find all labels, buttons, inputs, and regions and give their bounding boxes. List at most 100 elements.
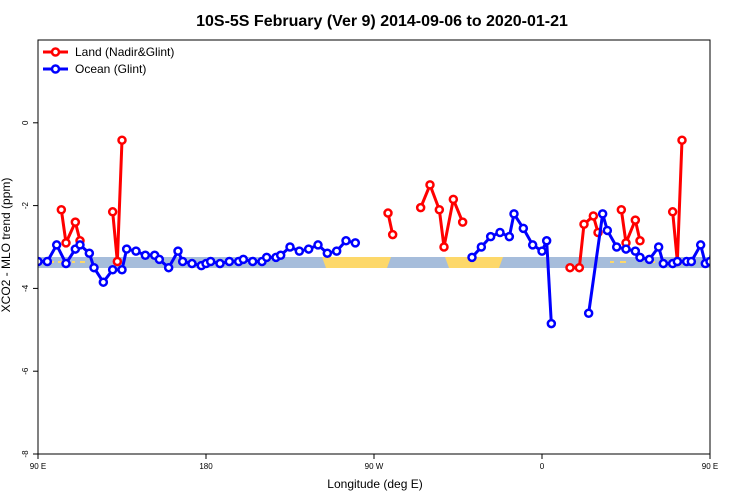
- series-line-ocean: [38, 239, 356, 284]
- data-point-ocean: [285, 242, 295, 252]
- data-point-ocean: [658, 258, 669, 269]
- legend: Land (Nadir&Glint) Ocean (Glint): [43, 45, 174, 76]
- data-point-land: [630, 215, 641, 225]
- data-point-ocean: [653, 242, 664, 252]
- data-point-land: [107, 207, 118, 217]
- map-island: [58, 261, 64, 263]
- data-point-ocean: [261, 252, 272, 263]
- data-point-ocean: [51, 240, 62, 250]
- map-band: [38, 257, 710, 268]
- data-point-ocean: [140, 250, 151, 261]
- data-point-land: [565, 262, 575, 273]
- data-point-ocean: [117, 265, 127, 275]
- legend-land-marker: [50, 47, 61, 57]
- map-island: [620, 261, 626, 263]
- data-point-ocean: [177, 256, 188, 267]
- data-point-ocean: [38, 256, 43, 267]
- data-point-ocean: [602, 225, 613, 236]
- data-point-ocean: [313, 240, 323, 250]
- data-point-ocean: [163, 262, 174, 273]
- map-island: [610, 261, 614, 263]
- y-tick-label: -8: [21, 450, 30, 458]
- x-tick-label: 180: [199, 462, 213, 471]
- series-line-land: [619, 209, 642, 245]
- data-point-land: [439, 242, 449, 252]
- data-point-ocean: [322, 248, 333, 258]
- data-point-ocean: [107, 265, 118, 275]
- data-point-land: [383, 208, 393, 218]
- data-point-ocean: [238, 254, 249, 265]
- legend-ocean-label: Ocean (Glint): [75, 62, 146, 76]
- data-point-ocean: [247, 256, 258, 267]
- map-land-patch: [445, 257, 503, 268]
- data-point-ocean: [98, 277, 109, 287]
- data-point-ocean: [350, 238, 361, 248]
- data-point-land: [70, 217, 81, 227]
- data-point-ocean: [597, 209, 608, 219]
- data-point-land: [387, 229, 398, 240]
- data-point-ocean: [294, 246, 305, 256]
- map-island: [80, 261, 85, 263]
- series-line-ocean: [470, 212, 553, 324]
- data-point-ocean: [672, 256, 683, 267]
- data-point-land: [667, 207, 678, 217]
- data-point-land: [434, 204, 445, 215]
- data-point-ocean: [467, 252, 477, 263]
- data-point-ocean: [84, 248, 95, 258]
- legend-item-ocean: Ocean (Glint): [43, 62, 146, 76]
- y-tick-label: 0: [21, 120, 30, 125]
- data-point-ocean: [495, 227, 505, 238]
- x-axis-label: Longitude (deg E): [327, 477, 422, 491]
- data-point-ocean: [644, 254, 655, 265]
- map-land-patch: [322, 257, 391, 268]
- data-point-ocean: [331, 246, 342, 256]
- data-point-land: [425, 180, 435, 190]
- data-point-ocean: [611, 242, 622, 252]
- x-tick-label: 90 W: [365, 462, 384, 471]
- data-point-ocean: [695, 240, 706, 250]
- legend-ocean-marker: [50, 64, 61, 74]
- data-point-land: [112, 256, 123, 267]
- data-point-ocean: [705, 256, 710, 267]
- data-point-land: [588, 211, 599, 221]
- series-layer: [38, 135, 710, 329]
- data-point-land: [117, 135, 127, 145]
- data-point-ocean: [527, 240, 538, 250]
- chart-title: 10S-5S February (Ver 9) 2014-09-06 to 20…: [196, 13, 568, 30]
- x-tick-label: 0: [540, 462, 545, 471]
- data-point-ocean: [42, 256, 53, 267]
- data-point-ocean: [131, 246, 141, 256]
- data-point-ocean: [541, 236, 552, 246]
- data-point-land: [61, 238, 71, 248]
- data-point-ocean: [583, 308, 594, 318]
- data-point-ocean: [509, 209, 519, 219]
- data-point-ocean: [75, 240, 85, 250]
- data-point-ocean: [537, 246, 547, 256]
- series-line-land: [419, 183, 465, 249]
- data-point-ocean: [341, 236, 351, 246]
- data-point-ocean: [205, 256, 216, 267]
- plot-frame: [37, 39, 711, 455]
- data-point-ocean: [61, 258, 71, 269]
- data-point-ocean: [686, 256, 697, 267]
- map-island: [72, 261, 75, 263]
- data-point-ocean: [121, 244, 132, 254]
- data-point-ocean: [224, 256, 235, 267]
- y-tick-label: -4: [21, 284, 30, 292]
- data-point-land: [677, 135, 687, 145]
- data-point-land: [56, 204, 67, 215]
- data-point-land: [415, 202, 426, 213]
- legend-land-label: Land (Nadir&Glint): [75, 45, 174, 59]
- series-line-land: [111, 140, 124, 263]
- data-point-land: [448, 194, 459, 205]
- data-point-ocean: [630, 246, 641, 256]
- legend-item-land: Land (Nadir&Glint): [43, 45, 174, 59]
- data-point-ocean: [518, 223, 529, 234]
- data-point-ocean: [635, 252, 645, 263]
- data-point-ocean: [154, 254, 165, 265]
- x-tick-label: 90 E: [30, 462, 46, 471]
- data-point-ocean: [546, 318, 557, 329]
- data-point-land: [616, 204, 627, 215]
- series-line-land: [671, 140, 684, 263]
